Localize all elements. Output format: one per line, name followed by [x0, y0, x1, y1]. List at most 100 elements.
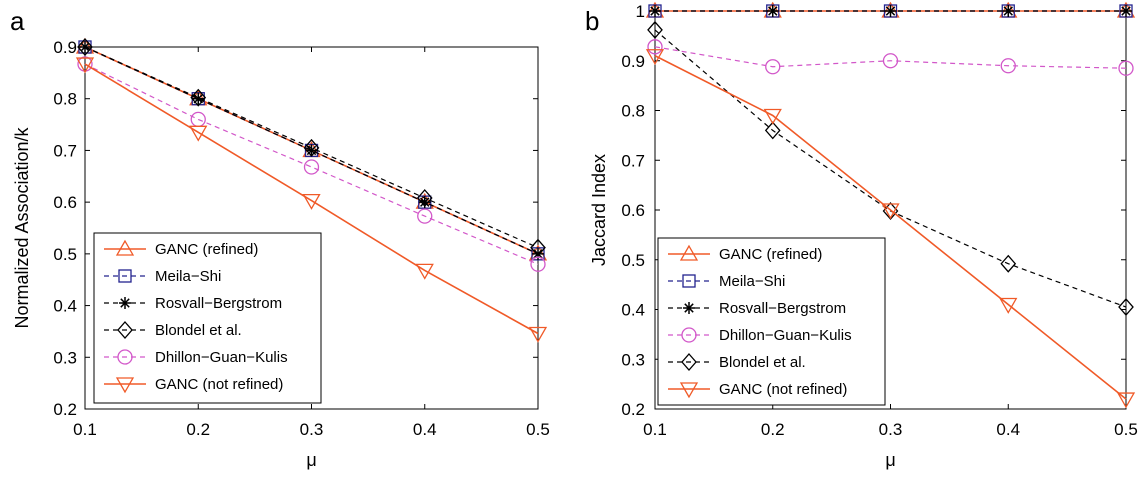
panel-b-legend-label: GANC (refined): [719, 246, 822, 263]
legend-marker-sample: [115, 239, 135, 256]
panel-a-ylabel: Normalized Association/k: [12, 126, 32, 328]
series-line-3: [654, 46, 1127, 69]
panel-b-ytick-label: 0.7: [621, 151, 645, 170]
data-point-2-3: [1002, 5, 1015, 17]
legend-marker-sample-stroke: [684, 303, 694, 313]
panel-b-xtick-label: 0.5: [1114, 420, 1138, 439]
panel-a-legend-label: Meila−Shi: [155, 268, 221, 285]
panel-a-ytick-label: 0.3: [53, 348, 77, 367]
panel-a-ytick-label: 0.4: [53, 297, 77, 316]
series-line-4: [84, 63, 539, 265]
data-point-2-0-stroke: [650, 6, 660, 16]
legend-marker-sample: [681, 353, 697, 371]
panel-a-label: a: [10, 6, 25, 36]
data-point-2-1: [766, 5, 779, 17]
panel-a-xlabel: μ: [306, 450, 316, 470]
legend-marker-sample: [115, 377, 135, 394]
panel-a-xtick-label: 0.2: [186, 420, 210, 439]
data-point-5-3: [415, 263, 434, 280]
data-point-3-3: [1000, 58, 1016, 74]
panel-b-xtick-label: 0.1: [643, 420, 667, 439]
panel-b: b 0.1 0.2 0.3 0.4 0.5 0.2 0.3 0.4 0.5 0.…: [585, 1, 1138, 470]
data-point-5-3: [999, 297, 1018, 314]
panel-b-ytick-label: 0.8: [621, 102, 645, 121]
panel-a-xtick-label: 0.4: [413, 420, 437, 439]
data-point-5-4: [528, 326, 548, 343]
panel-a-ytick-label: 0.2: [53, 400, 77, 419]
panel-b-legend-samples: [668, 244, 710, 399]
panel-b-legend: GANC (refined) Meila−Shi Rosvall−Bergstr…: [657, 237, 886, 406]
panel-a: a 0.1 0.2 0.3 0.4 0.5 0.2 0.3 0.4 0.5 0.…: [10, 6, 550, 470]
data-point-3-2: [882, 53, 899, 69]
panel-a-legend-label: GANC (refined): [155, 241, 258, 258]
panel-a-legend-label: GANC (not refined): [155, 376, 283, 393]
data-point-4-4: [530, 256, 546, 272]
panel-b-ytick-label: 0.2: [621, 400, 645, 419]
data-point-2-0: [649, 5, 661, 17]
data-point-4-3: [1000, 254, 1017, 273]
data-point-3-0: [647, 39, 663, 55]
panel-b-xtick-label: 0.2: [761, 420, 785, 439]
data-point-2-4: [532, 247, 544, 260]
data-point-2-1-stroke: [768, 6, 778, 16]
panel-a-legend-box: [93, 232, 322, 404]
data-point-2-3-stroke: [1003, 6, 1013, 16]
series-line-2: [84, 46, 539, 255]
data-point-2-4-stroke: [533, 249, 543, 259]
data-point-5-2: [302, 193, 321, 210]
panel-a-legend-label: Rosvall−Bergstrom: [155, 295, 282, 312]
data-point-5-2: [881, 203, 900, 220]
data-point-4-3: [417, 208, 433, 224]
panel-b-series: [645, 1, 1136, 409]
series-line-5: [84, 63, 539, 335]
legend-marker-sample: [118, 269, 132, 283]
panel-a-xtick-label: 0.5: [526, 420, 550, 439]
data-point-3-2: [303, 138, 320, 157]
panel-a-legend-label: Blondel et al.: [155, 322, 242, 339]
data-point-4-1: [764, 121, 781, 140]
legend-marker-sample: [683, 302, 695, 314]
legend-marker-sample: [679, 244, 699, 261]
panel-a-legend-label: Dhillon−Guan−Kulis: [155, 349, 288, 366]
data-point-4-2: [303, 159, 320, 175]
panel-b-ylabel: Jaccard Index: [589, 154, 609, 266]
panel-a-ytick-label: 0.8: [53, 90, 77, 109]
series-line-3: [84, 46, 539, 249]
data-point-5-1: [189, 125, 208, 142]
legend-marker-sample: [681, 327, 697, 343]
data-point-4-4: [1118, 298, 1134, 316]
panel-a-ytick-label: 0.7: [53, 141, 77, 160]
data-point-3-0: [77, 38, 93, 56]
panel-b-legend-label: Blondel et al.: [719, 354, 806, 371]
panel-b-ytick-label: 0.4: [621, 301, 645, 320]
panel-a-ytick-label: 0.5: [53, 245, 77, 264]
panel-a-legend-samples: [104, 239, 146, 394]
panel-b-ytick-label: 0.9: [621, 52, 645, 71]
panel-b-ytick-label: 0.3: [621, 350, 645, 369]
data-point-3-4: [530, 238, 546, 257]
data-point-5-0: [75, 57, 95, 74]
panel-b-ytick-label: 0.6: [621, 201, 645, 220]
panel-a-xtick-label: 0.1: [73, 420, 97, 439]
data-point-2-2-stroke: [885, 6, 896, 16]
legend-marker-sample: [679, 382, 699, 399]
data-point-3-1: [190, 88, 207, 107]
series-line-5: [654, 55, 1127, 400]
panel-b-legend-box: [657, 237, 886, 406]
data-point-3-3: [416, 189, 433, 207]
panel-b-legend-label: Dhillon−Guan−Kulis: [719, 327, 852, 344]
legend-marker-sample: [682, 274, 696, 288]
panel-a-ytick-label: 0.9: [53, 38, 77, 57]
legend-marker-sample: [117, 349, 133, 365]
panel-b-ytick-label: 1: [636, 2, 645, 21]
data-point-2-4-stroke: [1121, 6, 1131, 16]
legend-marker-sample: [117, 321, 133, 339]
data-point-5-1: [763, 108, 782, 125]
panel-a-legend: GANC (refined) Meila−Shi Rosvall−Bergstr…: [93, 232, 322, 404]
data-point-2-3-stroke: [420, 197, 430, 207]
data-point-5-4: [1116, 392, 1136, 409]
panel-b-xlabel: μ: [885, 450, 895, 470]
data-point-3-1: [765, 59, 781, 75]
